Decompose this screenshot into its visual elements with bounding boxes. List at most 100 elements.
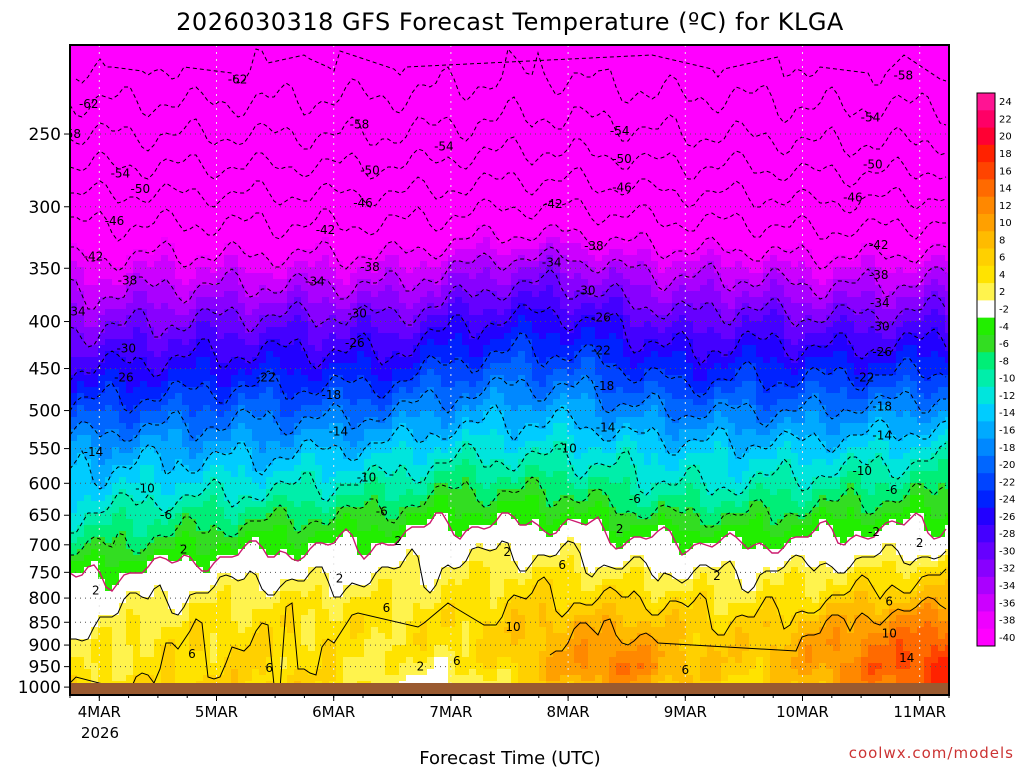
temperature-cell bbox=[210, 405, 218, 412]
temperature-cell bbox=[315, 51, 323, 58]
temperature-cell bbox=[287, 465, 295, 472]
temperature-cell bbox=[266, 525, 274, 532]
temperature-cell bbox=[98, 543, 106, 550]
temperature-cell bbox=[210, 441, 218, 448]
temperature-cell bbox=[343, 183, 351, 190]
temperature-cell bbox=[259, 201, 267, 208]
temperature-cell bbox=[70, 363, 78, 370]
temperature-cell bbox=[84, 129, 92, 136]
temperature-cell bbox=[203, 489, 211, 496]
temperature-cell bbox=[140, 615, 148, 622]
temperature-cell bbox=[154, 543, 162, 550]
temperature-cell bbox=[350, 669, 358, 676]
temperature-cell bbox=[98, 225, 106, 232]
temperature-cell bbox=[259, 159, 267, 166]
temperature-cell bbox=[371, 501, 379, 508]
temperature-cell bbox=[168, 81, 176, 88]
temperature-cell bbox=[357, 597, 365, 604]
temperature-cell bbox=[252, 549, 260, 556]
temperature-cell bbox=[301, 537, 309, 544]
temperature-cell bbox=[168, 591, 176, 598]
temperature-cell bbox=[203, 645, 211, 652]
temperature-cell bbox=[168, 495, 176, 502]
temperature-cell bbox=[371, 231, 379, 238]
temperature-cell bbox=[252, 585, 260, 592]
temperature-cell bbox=[105, 375, 113, 382]
temperature-cell bbox=[322, 147, 330, 154]
temperature-cell bbox=[371, 129, 379, 136]
temperature-cell bbox=[294, 69, 302, 76]
temperature-cell bbox=[189, 363, 197, 370]
temperature-cell bbox=[126, 621, 134, 628]
temperature-cell bbox=[294, 165, 302, 172]
temperature-cell bbox=[98, 315, 106, 322]
temperature-cell bbox=[98, 531, 106, 538]
temperature-cell bbox=[315, 549, 323, 556]
temperature-cell bbox=[133, 651, 141, 658]
temperature-cell bbox=[231, 285, 239, 292]
temperature-cell bbox=[280, 45, 288, 52]
temperature-cell bbox=[231, 597, 239, 604]
temperature-cell bbox=[357, 423, 365, 430]
temperature-cell bbox=[133, 537, 141, 544]
temperature-cell bbox=[182, 87, 190, 94]
temperature-cell bbox=[301, 327, 309, 334]
temperature-cell bbox=[357, 387, 365, 394]
temperature-cell bbox=[175, 465, 183, 472]
temperature-cell bbox=[154, 321, 162, 328]
temperature-cell bbox=[119, 69, 127, 76]
temperature-cell bbox=[203, 669, 211, 676]
temperature-cell bbox=[308, 231, 316, 238]
temperature-cell bbox=[378, 411, 386, 418]
temperature-cell bbox=[252, 651, 260, 658]
temperature-cell bbox=[280, 201, 288, 208]
temperature-cell bbox=[238, 633, 246, 640]
temperature-cell bbox=[182, 543, 190, 550]
temperature-cell bbox=[70, 663, 78, 670]
temperature-cell bbox=[378, 81, 386, 88]
temperature-cell bbox=[287, 201, 295, 208]
temperature-cell bbox=[203, 471, 211, 478]
temperature-cell bbox=[385, 387, 393, 394]
temperature-cell bbox=[357, 453, 365, 460]
temperature-cell bbox=[252, 495, 260, 502]
temperature-cell bbox=[77, 291, 85, 298]
temperature-cell bbox=[364, 609, 372, 616]
temperature-cell bbox=[315, 63, 323, 70]
temperature-cell bbox=[371, 153, 379, 160]
temperature-cell bbox=[217, 345, 225, 352]
temperature-cell bbox=[350, 375, 358, 382]
temperature-cell bbox=[140, 363, 148, 370]
temperature-cell bbox=[350, 387, 358, 394]
temperature-cell bbox=[98, 57, 106, 64]
temperature-cell bbox=[91, 627, 99, 634]
temperature-cell bbox=[231, 201, 239, 208]
temperature-cell bbox=[343, 417, 351, 424]
temperature-cell bbox=[175, 195, 183, 202]
temperature-cell bbox=[378, 585, 386, 592]
temperature-cell bbox=[252, 531, 260, 538]
temperature-cell bbox=[175, 273, 183, 280]
temperature-cell bbox=[322, 333, 330, 340]
temperature-cell bbox=[357, 369, 365, 376]
temperature-cell bbox=[175, 369, 183, 376]
temperature-cell bbox=[161, 675, 169, 682]
temperature-cell bbox=[70, 201, 78, 208]
temperature-cell bbox=[245, 615, 253, 622]
temperature-cell bbox=[280, 327, 288, 334]
temperature-cell bbox=[105, 495, 113, 502]
temperature-cell bbox=[385, 375, 393, 382]
temperature-cell bbox=[77, 627, 85, 634]
temperature-cell bbox=[294, 483, 302, 490]
temperature-cell bbox=[182, 525, 190, 532]
temperature-cell bbox=[308, 117, 316, 124]
temperature-cell bbox=[217, 147, 225, 154]
temperature-cell bbox=[350, 141, 358, 148]
temperature-cell bbox=[168, 51, 176, 58]
temperature-cell bbox=[84, 501, 92, 508]
temperature-cell bbox=[182, 255, 190, 262]
temperature-cell bbox=[182, 369, 190, 376]
temperature-cell bbox=[371, 657, 379, 664]
temperature-cell bbox=[343, 591, 351, 598]
temperature-cell bbox=[112, 117, 120, 124]
